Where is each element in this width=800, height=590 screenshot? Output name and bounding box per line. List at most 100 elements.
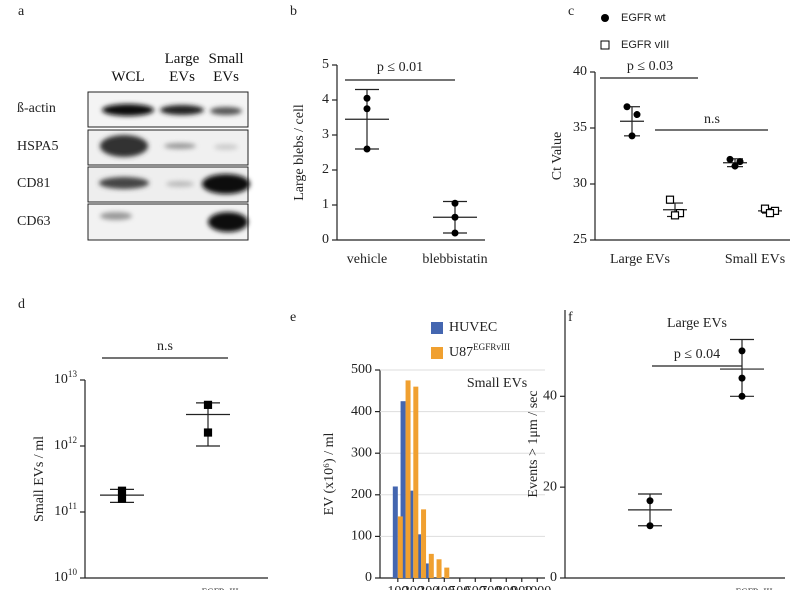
panel-letter: f	[568, 310, 573, 325]
data-point	[731, 162, 739, 170]
data-point	[203, 400, 213, 409]
annotation: p ≤ 0.01	[377, 60, 423, 75]
column-label: WCL	[111, 69, 145, 85]
legend-swatch	[431, 347, 443, 359]
row-label: CD81	[17, 176, 50, 191]
data-point	[363, 145, 371, 153]
data-point	[738, 347, 746, 355]
y-tick-label-part: 12	[68, 435, 78, 445]
y-tick-label-part: 10	[54, 504, 68, 519]
x-tick-label: U87EGFRvIII	[711, 587, 772, 590]
panel-letter: c	[568, 4, 574, 19]
data-point	[736, 158, 744, 166]
y-tick-label-part: 10	[54, 570, 68, 585]
y-axis-label: EV (x10⁶) / ml	[322, 433, 337, 516]
annotation: n.s	[157, 339, 173, 354]
blot-image	[87, 91, 250, 241]
x-tick-label: 900	[511, 584, 532, 590]
chart-title: Large EVs	[667, 316, 727, 331]
legend-label: HUVEC	[449, 320, 497, 335]
bar	[444, 567, 450, 578]
data-point	[203, 428, 213, 437]
y-tick-label-part: 10	[68, 567, 78, 577]
y-tick-label: 1012	[54, 435, 78, 453]
x-tick-label: Large EVs	[610, 252, 670, 267]
y-axis-label: Events > 1μm / sec	[526, 390, 541, 497]
column-label: Small EVs	[208, 51, 244, 85]
y-tick-label: 40	[573, 64, 587, 79]
data-point	[117, 494, 127, 503]
data-point	[623, 103, 631, 111]
y-tick-label-part: 10	[54, 438, 68, 453]
legend-label-part: U87	[449, 345, 473, 360]
y-tick-label: 300	[351, 445, 372, 460]
bar	[392, 486, 398, 578]
data-point	[363, 105, 371, 113]
x-tick-label: 300	[418, 584, 439, 590]
y-tick-label: 0	[322, 232, 329, 247]
data-point	[665, 195, 675, 204]
bar	[397, 516, 403, 578]
y-tick-label-part: 10	[54, 372, 68, 387]
x-tick-label: 1000	[523, 584, 551, 590]
x-tick-label: blebbistatin	[422, 252, 487, 267]
bar	[413, 386, 419, 578]
data-point	[646, 522, 654, 530]
x-tick-label: 200	[403, 584, 424, 590]
annotation: n.s	[704, 112, 720, 127]
x-tick-label: vehicle	[347, 252, 387, 267]
y-tick-label: 500	[351, 362, 372, 377]
data-point	[633, 111, 641, 119]
y-tick-label: 200	[351, 487, 372, 502]
annotation: p ≤ 0.03	[627, 59, 673, 74]
y-tick-label: 4	[322, 92, 329, 107]
data-point	[451, 229, 459, 237]
y-tick-label: 1	[322, 197, 329, 212]
y-tick-label: 35	[573, 120, 587, 135]
y-tick-label: 2	[322, 162, 329, 177]
bar	[421, 509, 427, 578]
data-point	[451, 213, 459, 221]
y-tick-label: 40	[543, 389, 557, 404]
x-tick-label: 600	[465, 584, 486, 590]
panel-letter: b	[290, 4, 297, 19]
data-point	[117, 486, 127, 495]
bar	[405, 380, 411, 578]
y-axis-label: Small EVs / ml	[32, 436, 47, 522]
y-tick-label: 1010	[54, 567, 78, 585]
y-tick-label: 5	[322, 57, 329, 72]
y-tick-label-part: 13	[68, 369, 78, 379]
data-point	[726, 155, 734, 163]
x-tick-label: 500	[449, 584, 470, 590]
data-point	[646, 497, 654, 505]
y-tick-label: 3	[322, 127, 329, 142]
data-point	[738, 374, 746, 382]
legend-label: EGFR wt	[621, 12, 666, 24]
y-tick-label: 20	[543, 479, 557, 494]
x-tick-label: 400	[434, 584, 455, 590]
panel-letter: a	[18, 4, 25, 19]
bar	[416, 534, 422, 578]
bar	[428, 553, 434, 578]
x-tick-label: U87EGFRvIII	[177, 587, 238, 590]
y-tick-label: 1013	[54, 369, 78, 387]
bar	[423, 563, 429, 578]
data-point	[628, 132, 636, 140]
y-tick-label: 25	[573, 232, 587, 247]
y-tick-label: 100	[351, 529, 372, 544]
x-tick-label: 100	[387, 584, 408, 590]
y-tick-label: 1011	[54, 501, 77, 519]
data-point	[765, 209, 775, 218]
legend-swatch	[431, 322, 443, 334]
annotation: Small EVs	[467, 376, 527, 391]
y-axis-label: Large blebs / cell	[292, 104, 307, 201]
y-tick-label: 0	[365, 570, 372, 585]
legend-marker	[601, 14, 609, 22]
row-label: ß-actin	[17, 101, 56, 116]
panel-letter: e	[290, 310, 296, 325]
legend-label: U87EGFRvIII	[449, 342, 510, 360]
bar	[400, 401, 406, 578]
bar	[408, 490, 414, 578]
y-tick-label-part: 11	[68, 501, 77, 511]
